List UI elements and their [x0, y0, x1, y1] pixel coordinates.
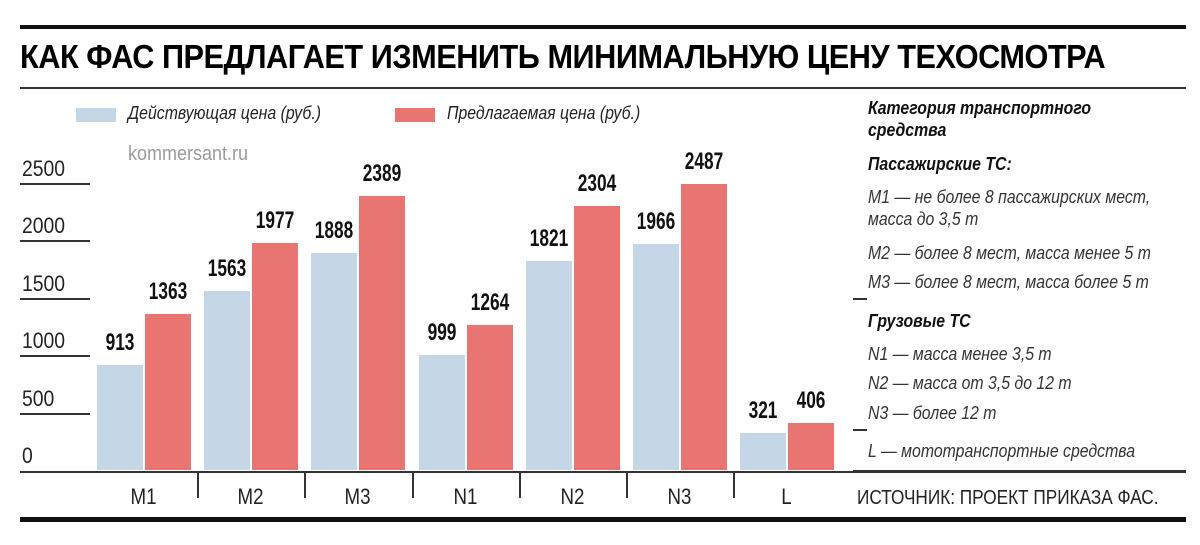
chart-title: КАК ФАС ПРЕДЛАГАЕТ ИЗМЕНИТЬ МИНИМАЛЬНУЮ …: [20, 38, 1106, 75]
bar-value-label: 321: [748, 397, 778, 425]
x-category-label: M2: [237, 484, 264, 509]
key-divider: [853, 298, 867, 300]
y-tick-label: 1000: [22, 328, 66, 354]
bar-value-label: 999: [427, 319, 457, 347]
key-n1: N1 — масса менее 3,5 т: [868, 344, 1052, 364]
bar-current-M1: [97, 365, 143, 470]
bar-value-label: 1563: [207, 254, 247, 282]
bar-value-label: 406: [796, 387, 826, 415]
bar-value-label: 1363: [148, 277, 188, 305]
x-axis-baseline: [20, 471, 1186, 473]
key-m1-line2: масса до 3,5 т: [868, 209, 979, 229]
legend-label-current: Действующая цена (руб.): [128, 103, 322, 123]
bar-value-label: 1264: [470, 288, 509, 316]
watermark: kommersant.ru: [128, 143, 249, 165]
bar-current-N2: [525, 260, 572, 470]
x-category-label: N1: [453, 484, 478, 509]
key-heading-line2: средства: [868, 120, 947, 140]
y-tick-label: 1500: [22, 270, 66, 296]
x-group-separator: [733, 472, 736, 498]
key-m2: M2 — более 8 мест, масса менее 5 т: [868, 243, 1151, 263]
x-category-label: N3: [667, 484, 692, 509]
source-note: ИСТОЧНИК: ПРОЕКТ ПРИКАЗА ФАС.: [857, 487, 1159, 509]
bar-proposed-L: [788, 423, 835, 470]
x-group-separator: [626, 472, 628, 498]
bar-current-M2: [204, 290, 251, 470]
legend-swatch-current: [76, 108, 116, 122]
top-rule: [20, 25, 1186, 29]
bar-value-label: 1966: [636, 208, 676, 236]
x-category-label: L: [781, 484, 792, 509]
bar-proposed-M1: [145, 313, 191, 470]
y-tick-label: 2000: [22, 213, 66, 239]
bar-proposed-N3: [681, 184, 727, 470]
key-passenger-heading: Пассажирские ТС:: [868, 154, 1012, 174]
bar-value-label: 2389: [363, 159, 402, 187]
key-divider: [853, 429, 867, 431]
y-tick-label: 2500: [22, 156, 66, 181]
key-heading-line1: Категория транспортного: [868, 98, 1092, 118]
x-category-label: M3: [344, 484, 371, 509]
y-tick-line: [20, 183, 90, 185]
key-l: L — мототранспортные средства: [868, 441, 1136, 461]
y-tick-line: [20, 240, 90, 243]
key-m3: M3 — более 8 мест, масса более 5 т: [868, 272, 1149, 292]
x-category-label: M1: [130, 484, 157, 509]
key-cargo-heading: Грузовые ТС: [868, 311, 971, 331]
key-n2: N2 — масса от 3,5 до 12 т: [868, 373, 1072, 393]
bar-value-label: 2487: [684, 148, 724, 176]
x-category-label: N2: [560, 484, 585, 509]
legend-swatch-proposed: [395, 108, 435, 122]
bar-proposed-M3: [359, 195, 406, 470]
bar-current-N1: [418, 355, 465, 470]
title-underline: [20, 87, 1186, 89]
y-tick-label: 500: [22, 385, 55, 411]
legend-label-proposed: Предлагаемая цена (руб.): [447, 103, 641, 123]
bar-proposed-M2: [252, 243, 299, 470]
key-m1-line1: M1 — не более 8 пассажирских мест,: [868, 187, 1151, 207]
bar-current-M3: [311, 253, 358, 470]
bar-proposed-N1: [466, 324, 513, 470]
key-bottom-rule: [853, 470, 1186, 472]
bar-current-L: [740, 433, 787, 470]
y-tick-line: [20, 355, 90, 358]
bar-value-label: 2304: [577, 169, 617, 197]
bar-value-label: 1977: [255, 207, 295, 235]
bar-value-label: 1821: [529, 224, 569, 252]
bar-current-N3: [633, 244, 679, 470]
y-tick-label: 0: [22, 443, 33, 468]
x-group-separator: [411, 472, 414, 498]
x-group-separator: [197, 472, 200, 498]
y-tick-line: [20, 412, 90, 415]
bar-value-label: 913: [105, 329, 135, 357]
bottom-rule: [20, 517, 1186, 522]
y-tick-line: [20, 297, 90, 300]
bar-proposed-N2: [573, 205, 620, 470]
x-group-separator: [518, 472, 521, 498]
bar-value-label: 1888: [315, 217, 354, 245]
x-group-separator: [304, 472, 307, 498]
key-n3: N3 — более 12 т: [868, 403, 997, 423]
